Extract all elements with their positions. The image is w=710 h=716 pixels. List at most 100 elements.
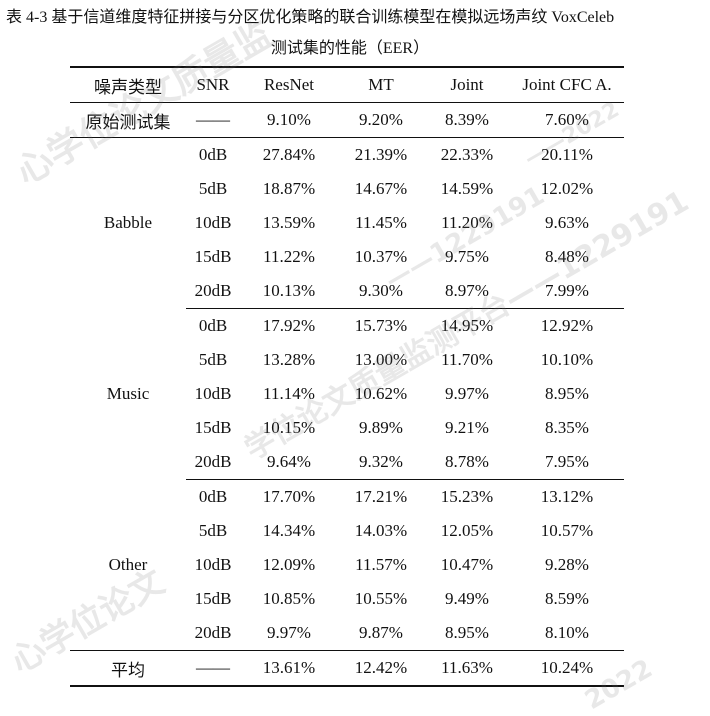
value-cell: 9.20% — [338, 102, 424, 138]
value-cell: 18.87% — [262, 179, 316, 198]
table-row: 15dB 10.15% 9.89% 9.21% 8.35% — [70, 411, 624, 445]
value-cell: 11.14% — [263, 384, 315, 403]
best-value-cell: 7.99% — [510, 274, 624, 309]
value-cell: 12.05% — [440, 521, 494, 540]
value-cell: 12.42% — [338, 650, 424, 687]
best-value-cell: 20.11% — [541, 145, 593, 164]
table-row: 10dB 11.14% 10.62% 9.97% 8.95% — [70, 377, 624, 411]
best-value-cell: 8.10% — [510, 616, 624, 651]
value-cell: 15.23% — [440, 487, 494, 506]
group-music: Music 0dB 17.92% 15.73% 14.95% 12.92% 5dB 13.28… — [70, 309, 624, 480]
best-value-cell: 13.12% — [540, 487, 594, 506]
value-cell: 9.97% — [240, 616, 338, 651]
value-cell: 10.62% — [354, 384, 408, 403]
best-value-cell: 7.60% — [510, 102, 624, 138]
snr-cell: 15dB — [194, 418, 232, 437]
snr-cell: 5dB — [198, 350, 228, 369]
value-cell: 9.87% — [338, 616, 424, 651]
value-cell: 9.89% — [359, 418, 403, 437]
value-cell: 14.03% — [354, 521, 408, 540]
value-cell: 10.85% — [262, 589, 316, 608]
header-joint: Joint — [424, 66, 510, 103]
value-cell: 9.32% — [338, 445, 424, 480]
snr-cell: 20dB — [186, 616, 240, 651]
snr-cell: 10dB — [194, 384, 232, 403]
value-cell: 10.37% — [354, 247, 408, 266]
value-cell: 14.67% — [354, 179, 408, 198]
value-cell: 10.13% — [240, 274, 338, 309]
value-cell: 13.61% — [240, 650, 338, 687]
best-value-cell: 10.57% — [540, 521, 594, 540]
best-value-cell: 10.24% — [510, 650, 624, 687]
table-row: 20dB 9.64% 9.32% 8.78% 7.95% — [70, 445, 624, 480]
value-cell: 9.64% — [240, 445, 338, 480]
eer-results-table: 噪声类型 SNR ResNet MT Joint Joint CFC A. 原始… — [70, 66, 624, 687]
table-header-row: 噪声类型 SNR ResNet MT Joint Joint CFC A. — [70, 66, 624, 103]
table-row: 15dB 11.22% 10.37% 9.75% 8.48% — [70, 240, 624, 274]
best-value-cell: 8.35% — [545, 418, 589, 437]
table-row-original: 原始测试集 —— 9.10% 9.20% 8.39% 7.60% — [70, 102, 624, 138]
value-cell: 8.78% — [424, 445, 510, 480]
value-cell: 13.59% — [262, 213, 316, 232]
value-cell: 11.57% — [355, 555, 407, 574]
value-cell: 15.73% — [354, 316, 408, 335]
value-cell: 10.15% — [262, 418, 316, 437]
table-row: 10dB 12.09% 11.57% 10.47% 9.28% — [70, 548, 624, 582]
caption-line-1: 表 4-3 基于信道维度特征拼接与分区优化策略的联合训练模型在模拟远场声纹 Vo… — [6, 9, 615, 26]
value-cell: 14.34% — [262, 521, 316, 540]
value-cell: 11.45% — [355, 213, 407, 232]
snr-cell: 15dB — [194, 589, 232, 608]
group-other: Other 0dB 17.70% 17.21% 15.23% 13.12% 5dB 14.34… — [70, 480, 624, 651]
header-noise-type: 噪声类型 — [70, 66, 186, 103]
header-mt: MT — [338, 66, 424, 103]
snr-cell: 10dB — [194, 555, 232, 574]
value-cell: 14.59% — [440, 179, 494, 198]
best-value-cell: 8.59% — [545, 589, 589, 608]
snr-cell: 20dB — [186, 274, 240, 309]
value-cell: 13.28% — [262, 350, 316, 369]
best-value-cell: 8.95% — [545, 384, 589, 403]
best-value-cell: 10.10% — [540, 350, 594, 369]
value-cell: 11.22% — [263, 247, 315, 266]
table-row: Music 0dB 17.92% 15.73% 14.95% 12.92% — [70, 309, 624, 403]
table-row: 5dB 18.87% 14.67% 14.59% 12.02% — [70, 172, 624, 206]
snr-cell: 0dB — [198, 316, 228, 335]
snr-cell: 0dB — [198, 487, 228, 506]
value-cell: 8.39% — [424, 102, 510, 138]
value-cell: 9.97% — [445, 384, 489, 403]
value-cell: 9.49% — [445, 589, 489, 608]
row-label: 原始测试集 — [70, 102, 186, 138]
value-cell: 21.39% — [354, 145, 408, 164]
snr-cell: 0dB — [198, 145, 228, 164]
value-cell: 9.75% — [445, 247, 489, 266]
header-resnet: ResNet — [240, 66, 338, 103]
best-value-cell: 9.28% — [545, 555, 589, 574]
snr-cell: 5dB — [198, 521, 228, 540]
value-cell: 11.20% — [441, 213, 493, 232]
best-value-cell: 8.48% — [545, 247, 589, 266]
table-row: 10dB 13.59% 11.45% 11.20% 9.63% — [70, 206, 624, 240]
snr-cell: 15dB — [194, 247, 232, 266]
table-row: 15dB 10.85% 10.55% 9.49% 8.59% — [70, 582, 624, 616]
value-cell: 8.95% — [424, 616, 510, 651]
table-row: 20dB 10.13% 9.30% 8.97% 7.99% — [70, 274, 624, 309]
snr-cell: —— — [186, 102, 240, 138]
best-value-cell: 12.02% — [540, 179, 594, 198]
best-value-cell: 12.92% — [540, 316, 594, 335]
value-cell: 27.84% — [262, 145, 316, 164]
value-cell: 17.92% — [262, 316, 316, 335]
snr-cell: 20dB — [186, 445, 240, 480]
value-cell: 13.00% — [354, 350, 408, 369]
noise-type-cell: Babble — [103, 213, 153, 233]
value-cell: 17.21% — [354, 487, 408, 506]
table-row: 5dB 13.28% 13.00% 11.70% 10.10% — [70, 343, 624, 377]
caption-line-2: 测试集的性能（EER） — [270, 40, 430, 57]
noise-type-cell: Other — [108, 554, 148, 574]
snr-cell: —— — [186, 650, 240, 687]
snr-cell: 10dB — [194, 213, 232, 232]
header-snr: SNR — [186, 66, 240, 103]
value-cell: 10.47% — [440, 555, 494, 574]
value-cell: 12.09% — [262, 555, 316, 574]
value-cell: 9.21% — [445, 418, 489, 437]
value-cell: 9.30% — [338, 274, 424, 309]
